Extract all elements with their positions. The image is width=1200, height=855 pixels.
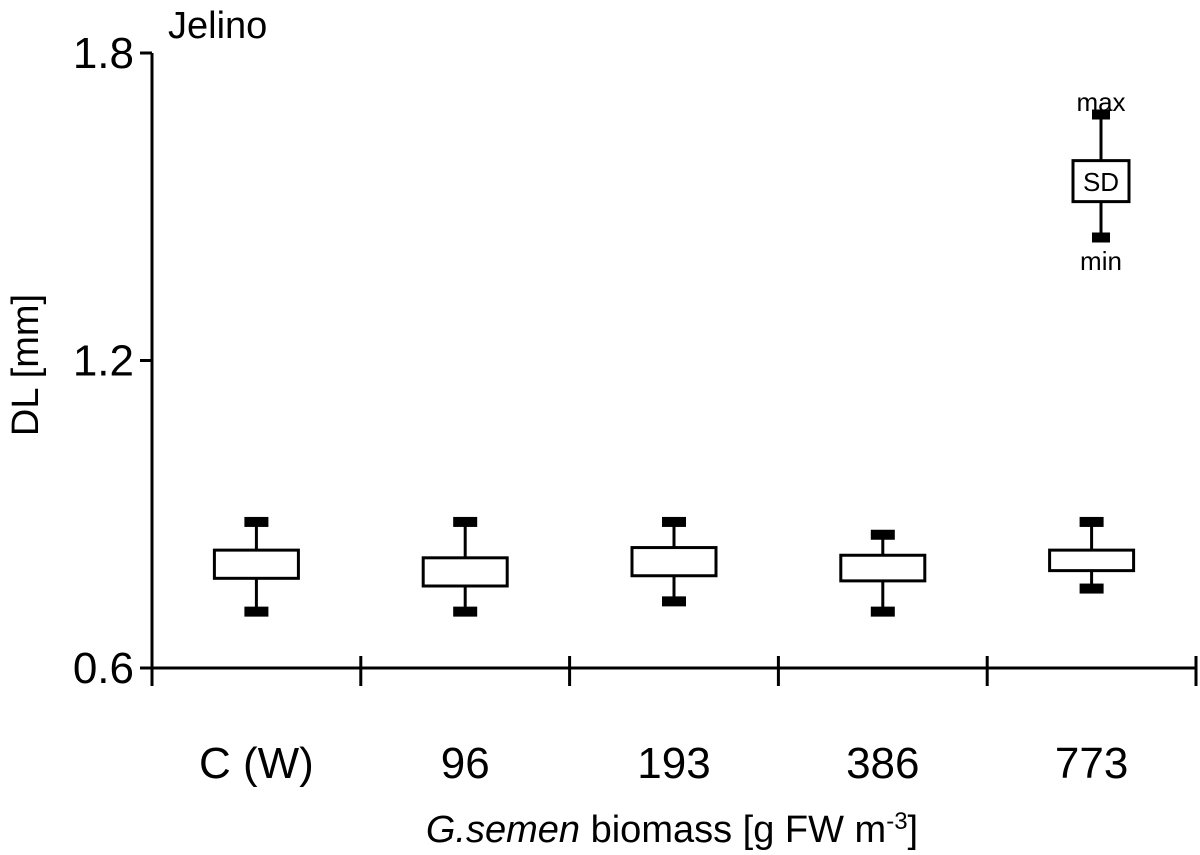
legend: max min SD xyxy=(1071,87,1131,276)
max-cap xyxy=(244,516,269,527)
max-cap xyxy=(1092,109,1110,120)
sd-box xyxy=(1048,548,1136,573)
x-tick-label: 386 xyxy=(846,739,919,788)
legend-min-label: min xyxy=(1080,246,1122,276)
y-axis-title: DL [mm] xyxy=(5,294,47,436)
sd-box xyxy=(839,553,927,583)
max-cap xyxy=(870,529,895,540)
y-tick-label: 0.6 xyxy=(73,644,134,693)
sd-box xyxy=(1071,159,1131,204)
max-cap xyxy=(453,516,478,527)
x-axis-title-part: biomass [g FW m xyxy=(580,809,886,851)
boxes xyxy=(212,516,1136,617)
legend-sd-label: SD xyxy=(1083,167,1119,197)
min-cap xyxy=(1079,583,1104,594)
max-cap xyxy=(662,516,686,527)
min-cap xyxy=(453,606,478,617)
axes xyxy=(150,53,1196,686)
y-tick-label: 1.2 xyxy=(73,337,134,386)
panel-title: Jelino xyxy=(168,5,267,47)
x-axis-title-part: ] xyxy=(908,809,919,851)
sd-box xyxy=(630,546,718,578)
sd-box xyxy=(212,548,300,580)
max-cap xyxy=(1079,516,1104,527)
x-tick-label: 773 xyxy=(1055,739,1128,788)
y-tick-label: 1.8 xyxy=(73,29,134,78)
ticks: 0.6 1.2 1.8 C (W) 96 193 386 773 xyxy=(73,29,1198,788)
x-tick-label: 96 xyxy=(441,739,490,788)
min-cap xyxy=(662,596,686,607)
sd-box xyxy=(421,556,509,588)
min-cap xyxy=(244,606,269,617)
x-axis-title: G.semen biomass [g FW m-3] xyxy=(426,808,918,852)
min-cap xyxy=(870,606,895,617)
x-tick-label: C (W) xyxy=(199,739,314,788)
min-cap xyxy=(1092,232,1110,243)
x-tick-label: 193 xyxy=(637,739,710,788)
x-axis-title-part: G.semen xyxy=(426,809,580,851)
x-axis-title-part: -3 xyxy=(886,808,907,835)
